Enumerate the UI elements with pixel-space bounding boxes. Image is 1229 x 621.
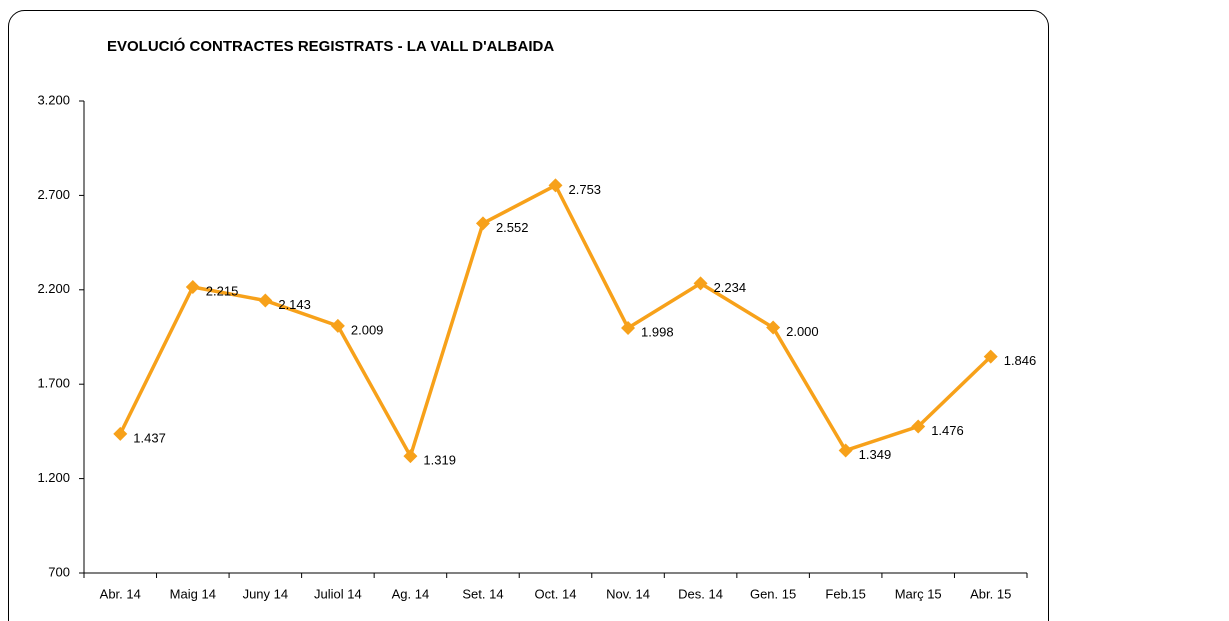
x-tick-label: Set. 14 xyxy=(462,586,503,601)
marker xyxy=(475,216,490,231)
y-tick-label: 700 xyxy=(48,564,70,579)
x-tick-label: Des. 14 xyxy=(678,586,723,601)
marker xyxy=(766,320,781,335)
data-label: 1.846 xyxy=(1004,353,1037,368)
x-tick-label: Juliol 14 xyxy=(314,586,362,601)
marker xyxy=(403,449,418,464)
data-label: 2.009 xyxy=(351,322,384,337)
data-label: 1.476 xyxy=(931,423,964,438)
marker xyxy=(548,178,563,193)
marker xyxy=(258,293,273,308)
x-tick-label: Oct. 14 xyxy=(535,586,577,601)
data-label: 2.552 xyxy=(496,220,529,235)
marker xyxy=(185,279,200,294)
y-tick-label: 3.200 xyxy=(37,92,70,107)
data-label: 2.000 xyxy=(786,324,819,339)
x-tick-label: Maig 14 xyxy=(170,586,216,601)
marker xyxy=(693,276,708,291)
x-tick-label: Feb.15 xyxy=(825,586,865,601)
data-label: 2.234 xyxy=(714,280,747,295)
marker xyxy=(113,426,128,441)
marker xyxy=(621,320,636,335)
y-tick-label: 2.700 xyxy=(37,187,70,202)
marker xyxy=(838,443,853,458)
chart-frame xyxy=(8,10,1049,621)
x-tick-label: Gen. 15 xyxy=(750,586,796,601)
data-label: 2.753 xyxy=(569,182,602,197)
x-tick-label: Ag. 14 xyxy=(392,586,430,601)
data-label: 1.437 xyxy=(133,430,166,445)
x-tick-label: Abr. 15 xyxy=(970,586,1011,601)
data-label: 2.143 xyxy=(278,297,311,312)
data-label: 1.998 xyxy=(641,324,674,339)
chart-title: EVOLUCIÓ CONTRACTES REGISTRATS - LA VALL… xyxy=(107,37,554,55)
marker xyxy=(330,318,345,333)
y-tick-label: 1.200 xyxy=(37,470,70,485)
x-tick-label: Març 15 xyxy=(895,586,942,601)
y-tick-label: 1.700 xyxy=(37,376,70,391)
data-label: 1.349 xyxy=(859,447,892,462)
x-tick-label: Abr. 14 xyxy=(100,586,141,601)
marker xyxy=(983,349,998,364)
data-label: 2.215 xyxy=(206,283,239,298)
marker xyxy=(911,419,926,434)
y-tick-label: 2.200 xyxy=(37,281,70,296)
x-tick-label: Nov. 14 xyxy=(606,586,650,601)
x-tick-label: Juny 14 xyxy=(243,586,289,601)
data-label: 1.319 xyxy=(423,453,456,468)
